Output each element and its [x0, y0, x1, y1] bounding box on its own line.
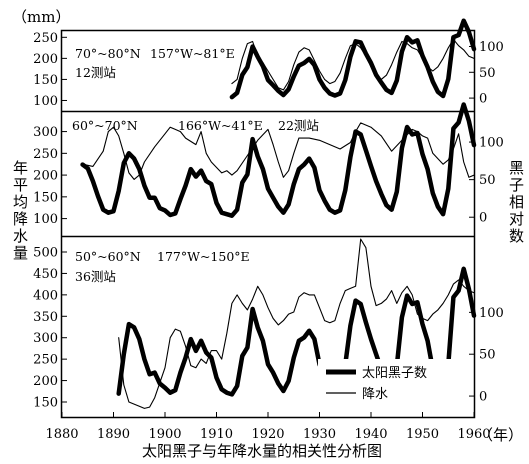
panel-3-lat: 50°~60°N [75, 249, 141, 264]
unit-label: （mm） [12, 8, 70, 26]
legend-box [318, 359, 468, 405]
x-tick-label: 1960 [457, 427, 490, 442]
y2-tick-label: 50 [479, 348, 496, 363]
legend-rain-label: 降水 [362, 387, 388, 402]
x-tick-label: 1880 [45, 427, 78, 442]
right-axis-label: 黑子相对数 [507, 160, 525, 245]
y-tick-label: 250 [33, 147, 58, 162]
x-tick-label: 1940 [354, 427, 387, 442]
y-tick-label: 100 [33, 212, 58, 227]
y2-tick-label: 0 [479, 92, 487, 107]
y-tick-label: 300 [33, 331, 58, 346]
x-tick-label: 1950 [406, 427, 439, 442]
panel-1-stations: 12测站 [75, 65, 116, 80]
x-tick-label: 1890 [97, 427, 130, 442]
panel-70-80n: 100 150 200 250 0 50 100 [33, 18, 504, 109]
precipitation-series-line [231, 38, 475, 91]
y2-tick-label: 50 [479, 66, 496, 81]
y2-tick-label: 100 [479, 136, 504, 151]
y2-tick-label: 0 [479, 211, 487, 226]
y-tick-label: 150 [33, 73, 58, 88]
precipitation-series-line [82, 122, 475, 180]
panel-3-lon: 177°W~150°E [157, 249, 250, 264]
y-tick-label: 200 [33, 169, 58, 184]
panel-60-70n: 100 150 200 250 300 0 50 100 [33, 102, 504, 227]
y-tick-label: 450 [33, 267, 58, 282]
x-unit-label: （年） [478, 426, 523, 444]
left-axis-label: 年平均降水量 [11, 160, 29, 262]
x-tick-label: 1930 [303, 427, 336, 442]
x-axis-ticks: 1880 1890 1900 1910 1920 1930 1940 1950 1960 [45, 412, 491, 442]
y-tick-label: 500 [33, 246, 58, 261]
legend: 太阳黑子数 降水 [318, 359, 468, 405]
panel-1-lat: 70°~80°N [75, 46, 141, 61]
plot-frame [60, 29, 476, 419]
panel-3-stations: 36测站 [75, 269, 116, 284]
panel-2-lon: 166°W~41°E [178, 118, 263, 133]
figure-caption: 太阳黑子与年降水量的相关性分析图 [142, 442, 382, 460]
y2-tick-label: 100 [479, 306, 504, 321]
panel-1-lon: 157°W~81°E [150, 46, 235, 61]
sunspot-series-line [229, 18, 477, 100]
y-tick-label: 150 [33, 396, 58, 411]
panel-50-60n: 150 200 250 300 350 400 450 500 0 50 100 [33, 238, 504, 411]
y-tick-label: 250 [33, 31, 58, 46]
y-tick-label: 100 [33, 94, 58, 109]
y-tick-label: 400 [33, 288, 58, 303]
y-tick-label: 250 [33, 353, 58, 368]
x-tick-label: 1920 [251, 427, 284, 442]
x-tick-label: 1900 [148, 427, 181, 442]
y-tick-label: 200 [33, 374, 58, 389]
y2-tick-label: 100 [479, 40, 504, 55]
y2-tick-label: 0 [479, 390, 487, 405]
y-tick-label: 200 [33, 52, 58, 67]
precipitation-series-line [118, 238, 475, 409]
y2-tick-label: 50 [479, 173, 496, 188]
y-tick-label: 350 [33, 310, 58, 325]
legend-sunspot-label: 太阳黑子数 [362, 366, 427, 381]
sunspot-series-line [80, 102, 477, 218]
y-tick-label: 150 [33, 190, 58, 205]
panel-2-lat: 60°~70°N [72, 118, 138, 133]
x-tick-label: 1910 [200, 427, 233, 442]
y-tick-label: 300 [33, 125, 58, 140]
panel-2-stations: 22测站 [278, 118, 319, 133]
